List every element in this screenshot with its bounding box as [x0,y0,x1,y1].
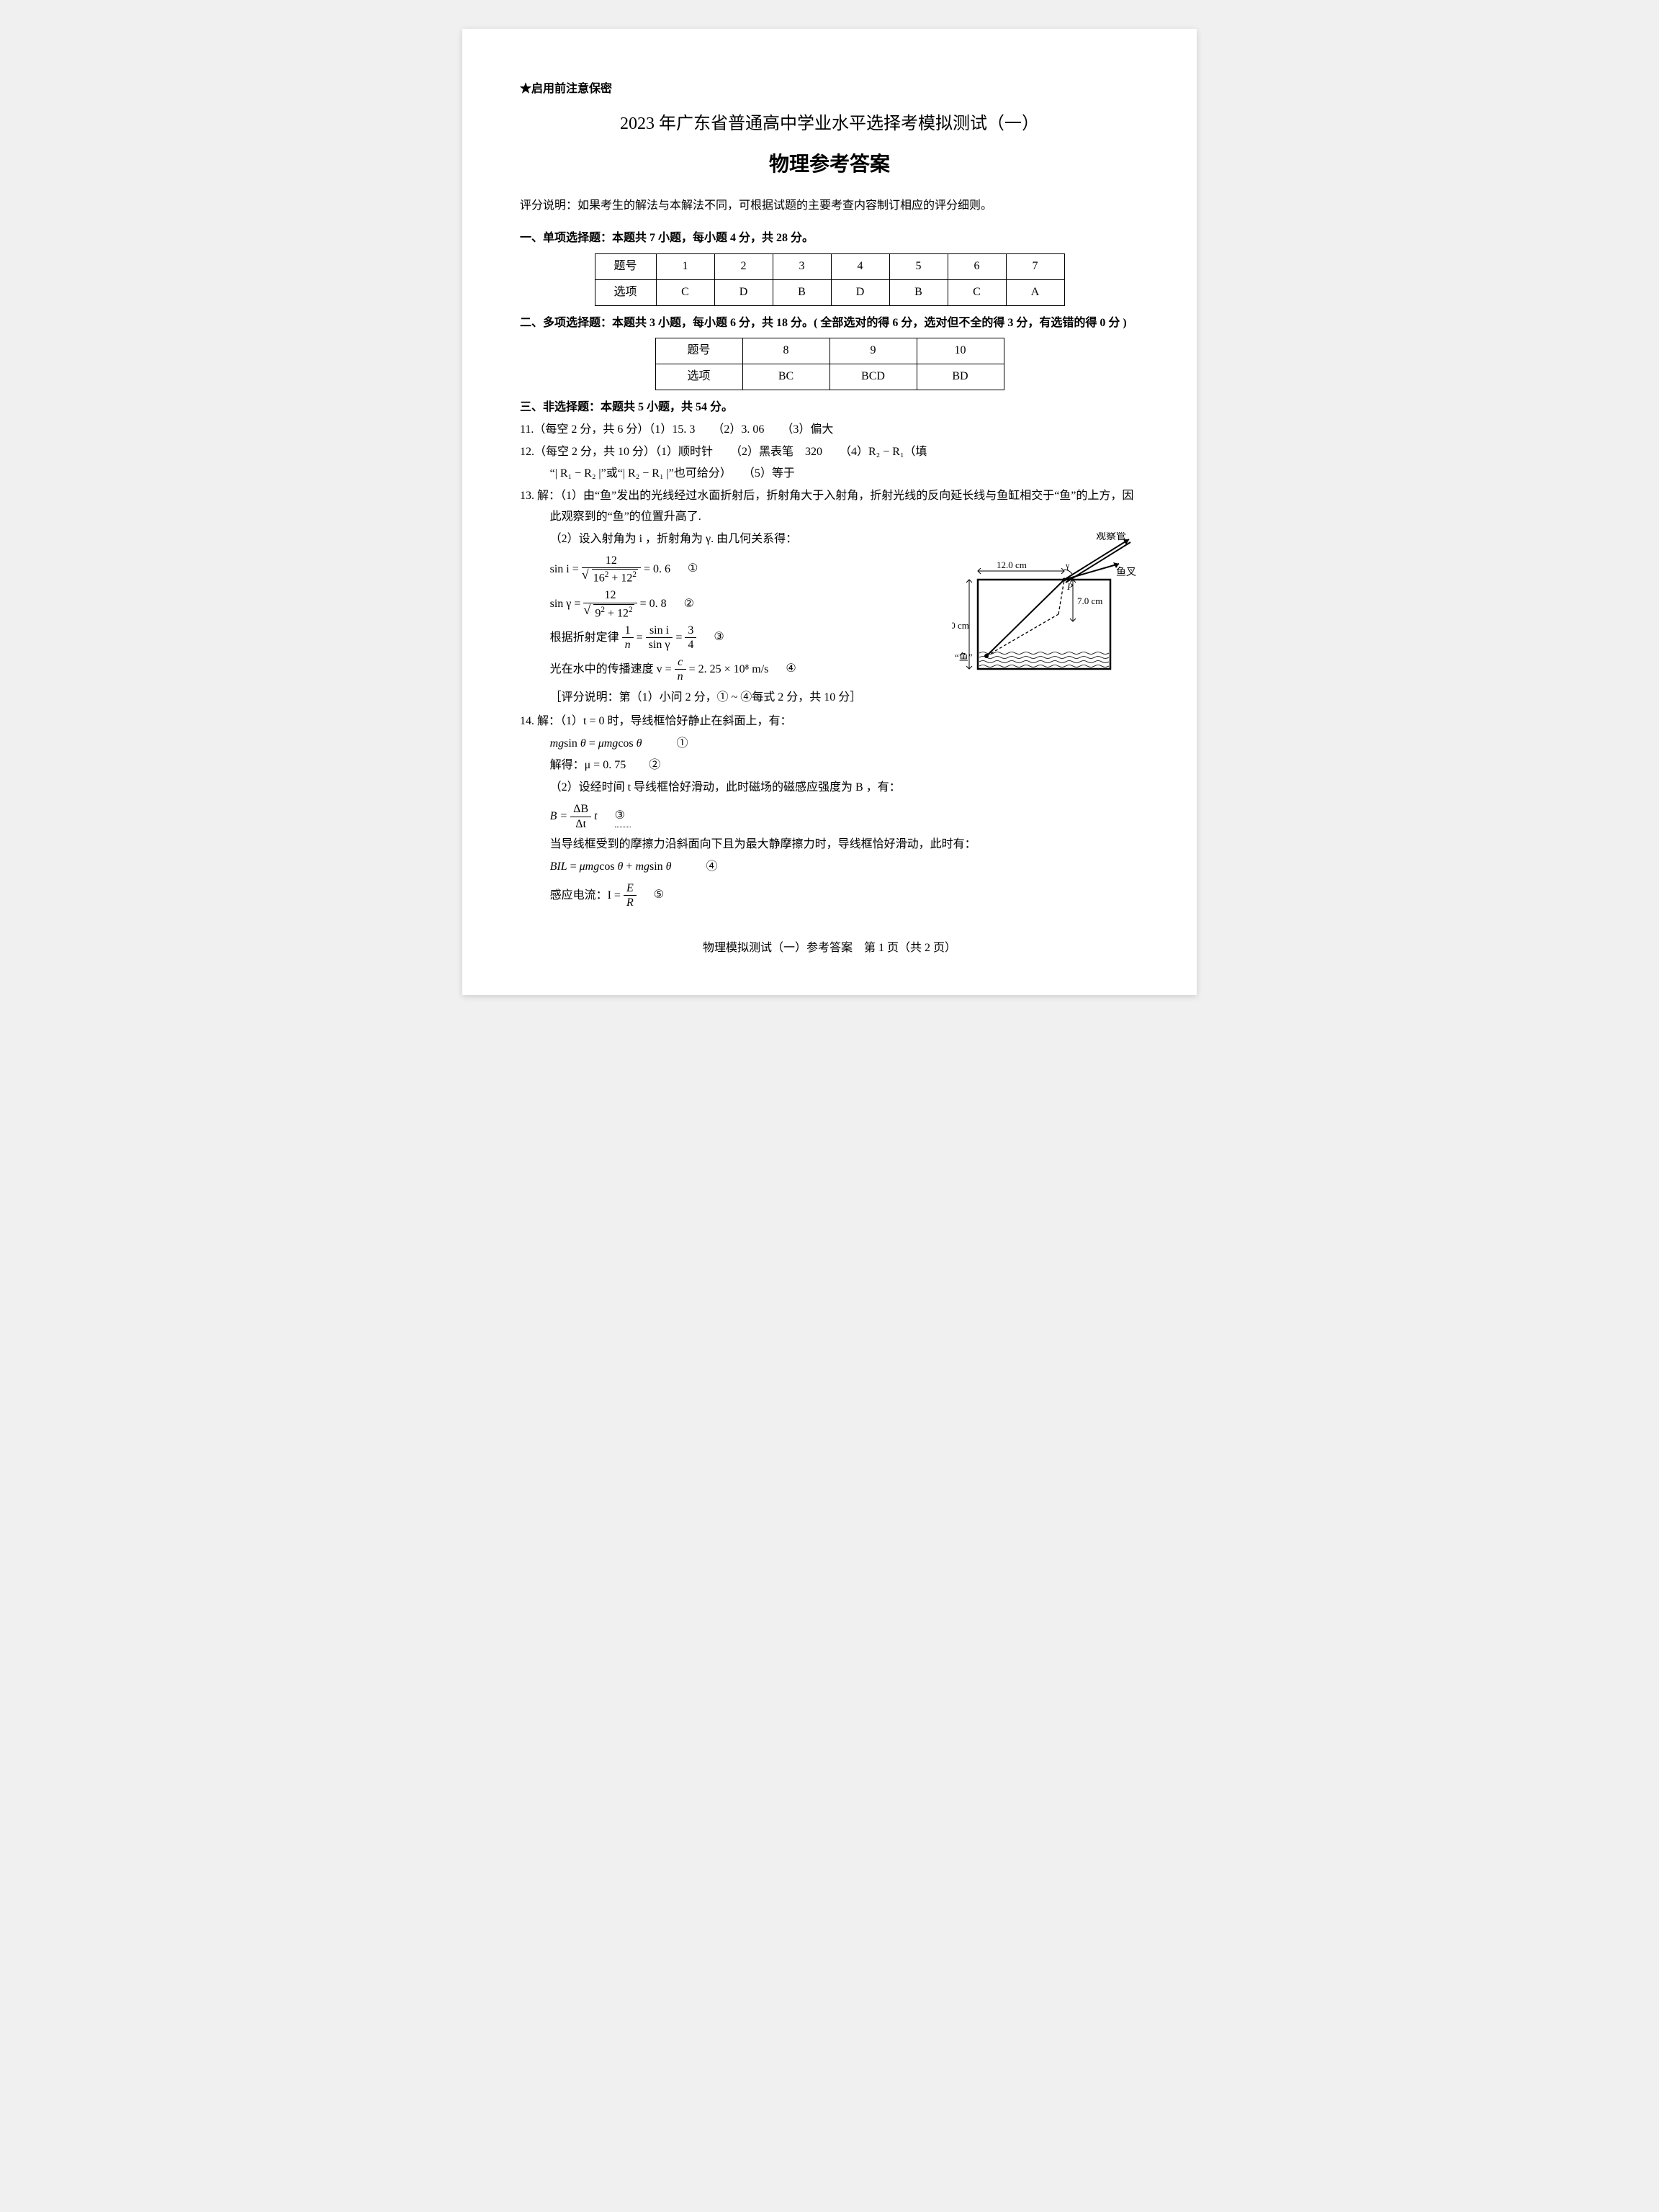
section2-heading: 二、多项选择题：本题共 3 小题，每小题 6 分，共 18 分。( 全部选对的得… [520,313,1139,334]
table-cell: D [831,279,889,305]
diagram-height-label: 16.0 cm [952,620,969,631]
table-cell: 1 [656,253,714,279]
table-cell: 题号 [655,338,742,364]
q13-eq1: sin i = 12 162 + 122 = 0. 6 ① [520,554,940,585]
table-cell: B [889,279,948,305]
page-footer: 物理模拟测试（一）参考答案 第 1 页（共 2 页） [520,938,1139,959]
table-cell: 2 [714,253,773,279]
exam-answer-page: ★启用前注意保密 2023 年广东省普通高中学业水平选择考模拟测试（一） 物理参… [462,29,1197,995]
diagram-p-label: P [1066,581,1073,592]
diagram-fork-label: 鱼叉 [1116,566,1136,578]
confidential-notice: ★启用前注意保密 [520,79,1139,100]
q13-p1: 13. 解：（1）由“鱼”发出的光线经过水面折射后，折射角大于入射角，折射光线的… [520,486,1139,528]
q13-eq3: 根据折射定律 1n = sin isin γ = 34 ③ [520,624,940,652]
q13-scoring-note: ［评分说明：第（1）小问 2 分，① ~ ④每式 2 分，共 10 分］ [520,688,1139,709]
q12-line1: 12.（每空 2 分，共 10 分）（1）顺时针 （2）黑表笔 320 （4）R… [520,442,1139,463]
q14-eq1: mgsin θ = μmgcos θ ① [520,734,1139,755]
multi-choice-table: 题号 8 9 10 选项 BC BCD BD [655,338,1004,390]
refraction-diagram: 观察管 鱼叉 12.0 cm 16.0 cm 7.0 cm P γ “鱼” [952,532,1139,683]
q14-p3: 当导线框受到的摩擦力沿斜面向下且为最大静摩擦力时，导线框恰好滑动，此时有： [520,835,1139,855]
diagram-observer-label: 观察管 [1096,532,1126,542]
table-cell: 6 [948,253,1006,279]
table-cell: C [656,279,714,305]
table-cell: 10 [917,338,1004,364]
section1-heading: 一、单项选择题：本题共 7 小题，每小题 4 分，共 28 分。 [520,228,1139,249]
single-choice-table: 题号 1 2 3 4 5 6 7 选项 C D B D B C A [595,253,1065,306]
q14-eq4: BIL = μmgcos θ + mgsin θ ④ [520,857,1139,878]
scoring-note: 评分说明：如果考生的解法与本解法不同，可根据试题的主要考查内容制订相应的评分细则… [520,196,1139,217]
q11-line: 11.（每空 2 分，共 6 分）（1）15. 3 （2）3. 06 （3）偏大 [520,420,1139,441]
table-cell: 选项 [595,279,656,305]
q12-line2: “| R₁ − R₂ |”或“| R₂ − R₁ |”也可给分） （5）等于 [520,464,1139,485]
table-cell: B [773,279,831,305]
table-cell: 题号 [595,253,656,279]
table-cell: 5 [889,253,948,279]
table-cell: C [948,279,1006,305]
table-cell: BCD [830,364,917,390]
diagram-gamma-label: γ [1065,560,1070,570]
q13-eq2: sin γ = 12 92 + 122 = 0. 8 ② [520,589,940,620]
table-cell: 3 [773,253,831,279]
q14-eq3: B = ΔBΔt t ③ [520,803,1139,830]
section3-heading: 三、非选择题：本题共 5 小题，共 54 分。 [520,397,1139,418]
table-cell: BD [917,364,1004,390]
q14-p1: 14. 解：（1）t = 0 时，导线框恰好静止在斜面上，有： [520,711,1139,732]
table-cell: 8 [742,338,830,364]
q13-eq4: 光在水中的传播速度 v = cn = 2. 25 × 10⁸ m/s ④ [520,656,940,683]
table-cell: 选项 [655,364,742,390]
diagram-fish-label: “鱼” [955,652,973,662]
q14-eq2: 解得：μ = 0. 75 ② [520,755,1139,776]
diagram-depth-label: 7.0 cm [1077,595,1102,606]
diagram-width-label: 12.0 cm [997,559,1027,570]
q14-eq5: 感应电流：I = ER ⑤ [520,882,1139,909]
table-cell: 9 [830,338,917,364]
exam-title: 2023 年广东省普通高中学业水平选择考模拟测试（一） [520,109,1139,140]
table-cell: 7 [1006,253,1064,279]
q14-p2: （2）设经时间 t 导线框恰好滑动，此时磁场的磁感应强度为 B ，有： [520,778,1139,799]
table-cell: D [714,279,773,305]
answer-key-heading: 物理参考答案 [520,147,1139,183]
table-cell: 4 [831,253,889,279]
table-cell: A [1006,279,1064,305]
table-cell: BC [742,364,830,390]
